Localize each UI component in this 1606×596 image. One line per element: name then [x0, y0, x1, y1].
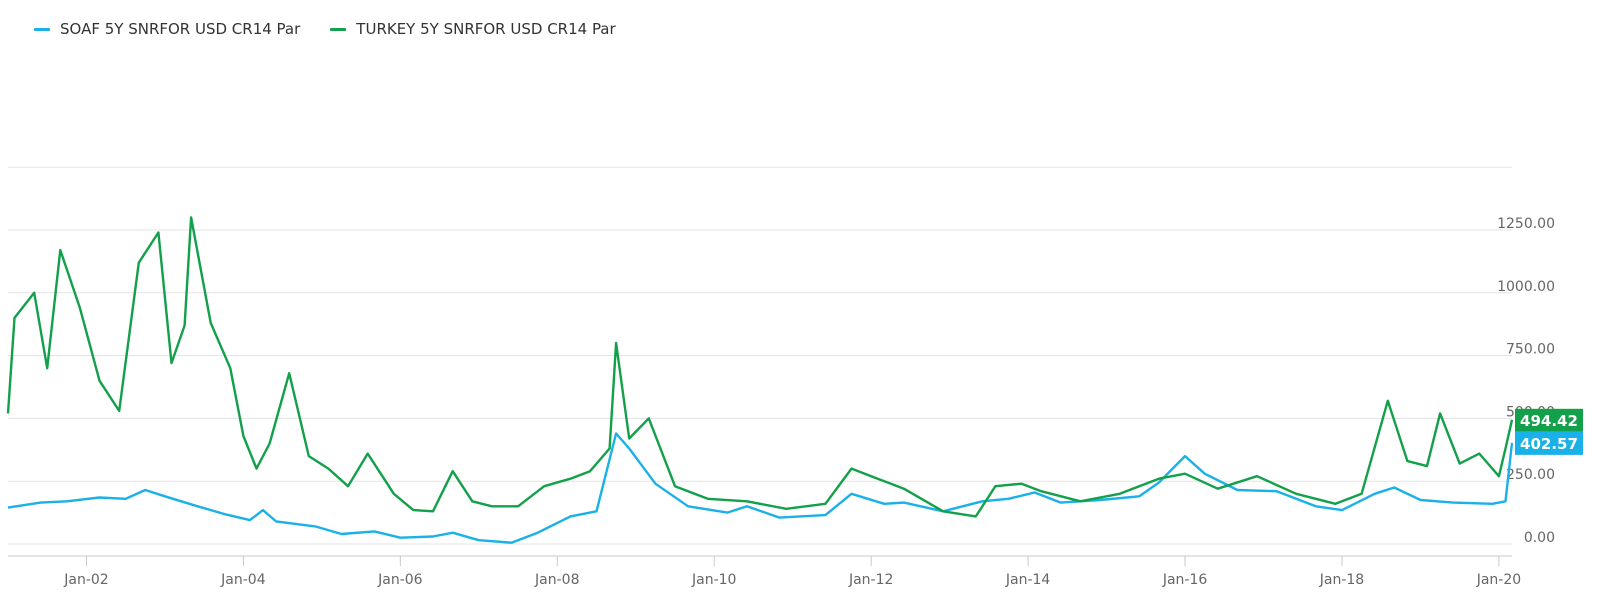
legend-item-soaf[interactable]: SOAF 5Y SNRFOR USD CR14 Par: [34, 20, 300, 38]
badge-value: 494.42: [1520, 412, 1578, 430]
chart-legend: SOAF 5Y SNRFOR USD CR14 Par TURKEY 5Y SN…: [34, 20, 616, 38]
y-tick-label: 0.00: [1524, 530, 1555, 546]
series-lines: [6, 216, 1514, 544]
series-line-soaf: [7, 432, 1514, 544]
x-tick-label: Jan-02: [63, 572, 108, 588]
x-tick-label: Jan-10: [691, 572, 736, 588]
y-tick-label: 250.00: [1506, 467, 1555, 483]
y-tick-label: 1250.00: [1497, 216, 1555, 232]
y-tick-label: 1000.00: [1497, 279, 1555, 295]
y-tick-label: 750.00: [1506, 342, 1555, 358]
legend-label-soaf: SOAF 5Y SNRFOR USD CR14 Par: [60, 20, 301, 38]
legend-swatch-soaf: [34, 27, 50, 31]
badge-background: [1515, 431, 1583, 455]
last-value-badge-soaf: 402.57: [1515, 431, 1583, 455]
last-value-badge-turkey: 494.42: [1515, 408, 1583, 432]
x-tick-label: Jan-12: [848, 572, 893, 588]
legend-swatch-turkey: [330, 27, 347, 31]
badge-value: 402.57: [1520, 435, 1578, 453]
x-tick-label: Jan-14: [1005, 572, 1051, 588]
grid-lines: [8, 166, 1512, 545]
legend-item-turkey[interactable]: TURKEY 5Y SNRFOR USD CR14 Par: [330, 20, 616, 38]
x-tick-label: Jan-16: [1162, 572, 1208, 588]
legend-label-turkey: TURKEY 5Y SNRFOR USD CR14 Par: [356, 20, 616, 38]
x-tick-label: Jan-20: [1476, 572, 1521, 588]
x-tick-label: Jan-04: [220, 572, 266, 588]
x-tick-label: Jan-08: [534, 572, 579, 588]
badge-background: [1515, 408, 1583, 432]
x-tick-label: Jan-06: [377, 572, 423, 588]
series-line-turkey: [6, 216, 1514, 518]
last-value-badges: 402.57 494.42: [1515, 408, 1583, 455]
x-axis-ticks: Jan-02 Jan-04 Jan-06 Jan-08 Jan-10 Jan-12 Jan-…: [8, 555, 1521, 588]
x-tick-label: Jan-18: [1319, 572, 1364, 588]
